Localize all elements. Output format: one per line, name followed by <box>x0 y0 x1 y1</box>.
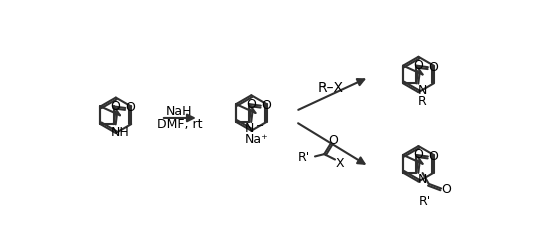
Text: N: N <box>418 173 427 186</box>
Text: O: O <box>261 99 271 112</box>
Text: O: O <box>428 61 438 74</box>
Text: R': R' <box>298 151 310 164</box>
Text: N: N <box>245 122 254 135</box>
Text: O: O <box>246 98 256 110</box>
Text: Na⁺: Na⁺ <box>245 133 269 146</box>
Text: X: X <box>336 157 344 170</box>
Text: O: O <box>111 100 120 113</box>
Text: O: O <box>413 148 423 161</box>
Text: NH: NH <box>111 126 129 139</box>
Text: DMF, rt: DMF, rt <box>157 118 202 131</box>
Text: O: O <box>328 134 338 147</box>
Text: O: O <box>126 101 136 114</box>
Text: −: − <box>256 121 265 131</box>
Text: O: O <box>413 59 423 72</box>
Text: R': R' <box>419 195 431 208</box>
Text: R: R <box>418 95 427 108</box>
Text: NaH: NaH <box>166 105 192 118</box>
Text: N: N <box>418 84 427 97</box>
Text: O: O <box>442 183 452 196</box>
Text: R–X: R–X <box>317 81 343 95</box>
Text: O: O <box>428 150 438 163</box>
